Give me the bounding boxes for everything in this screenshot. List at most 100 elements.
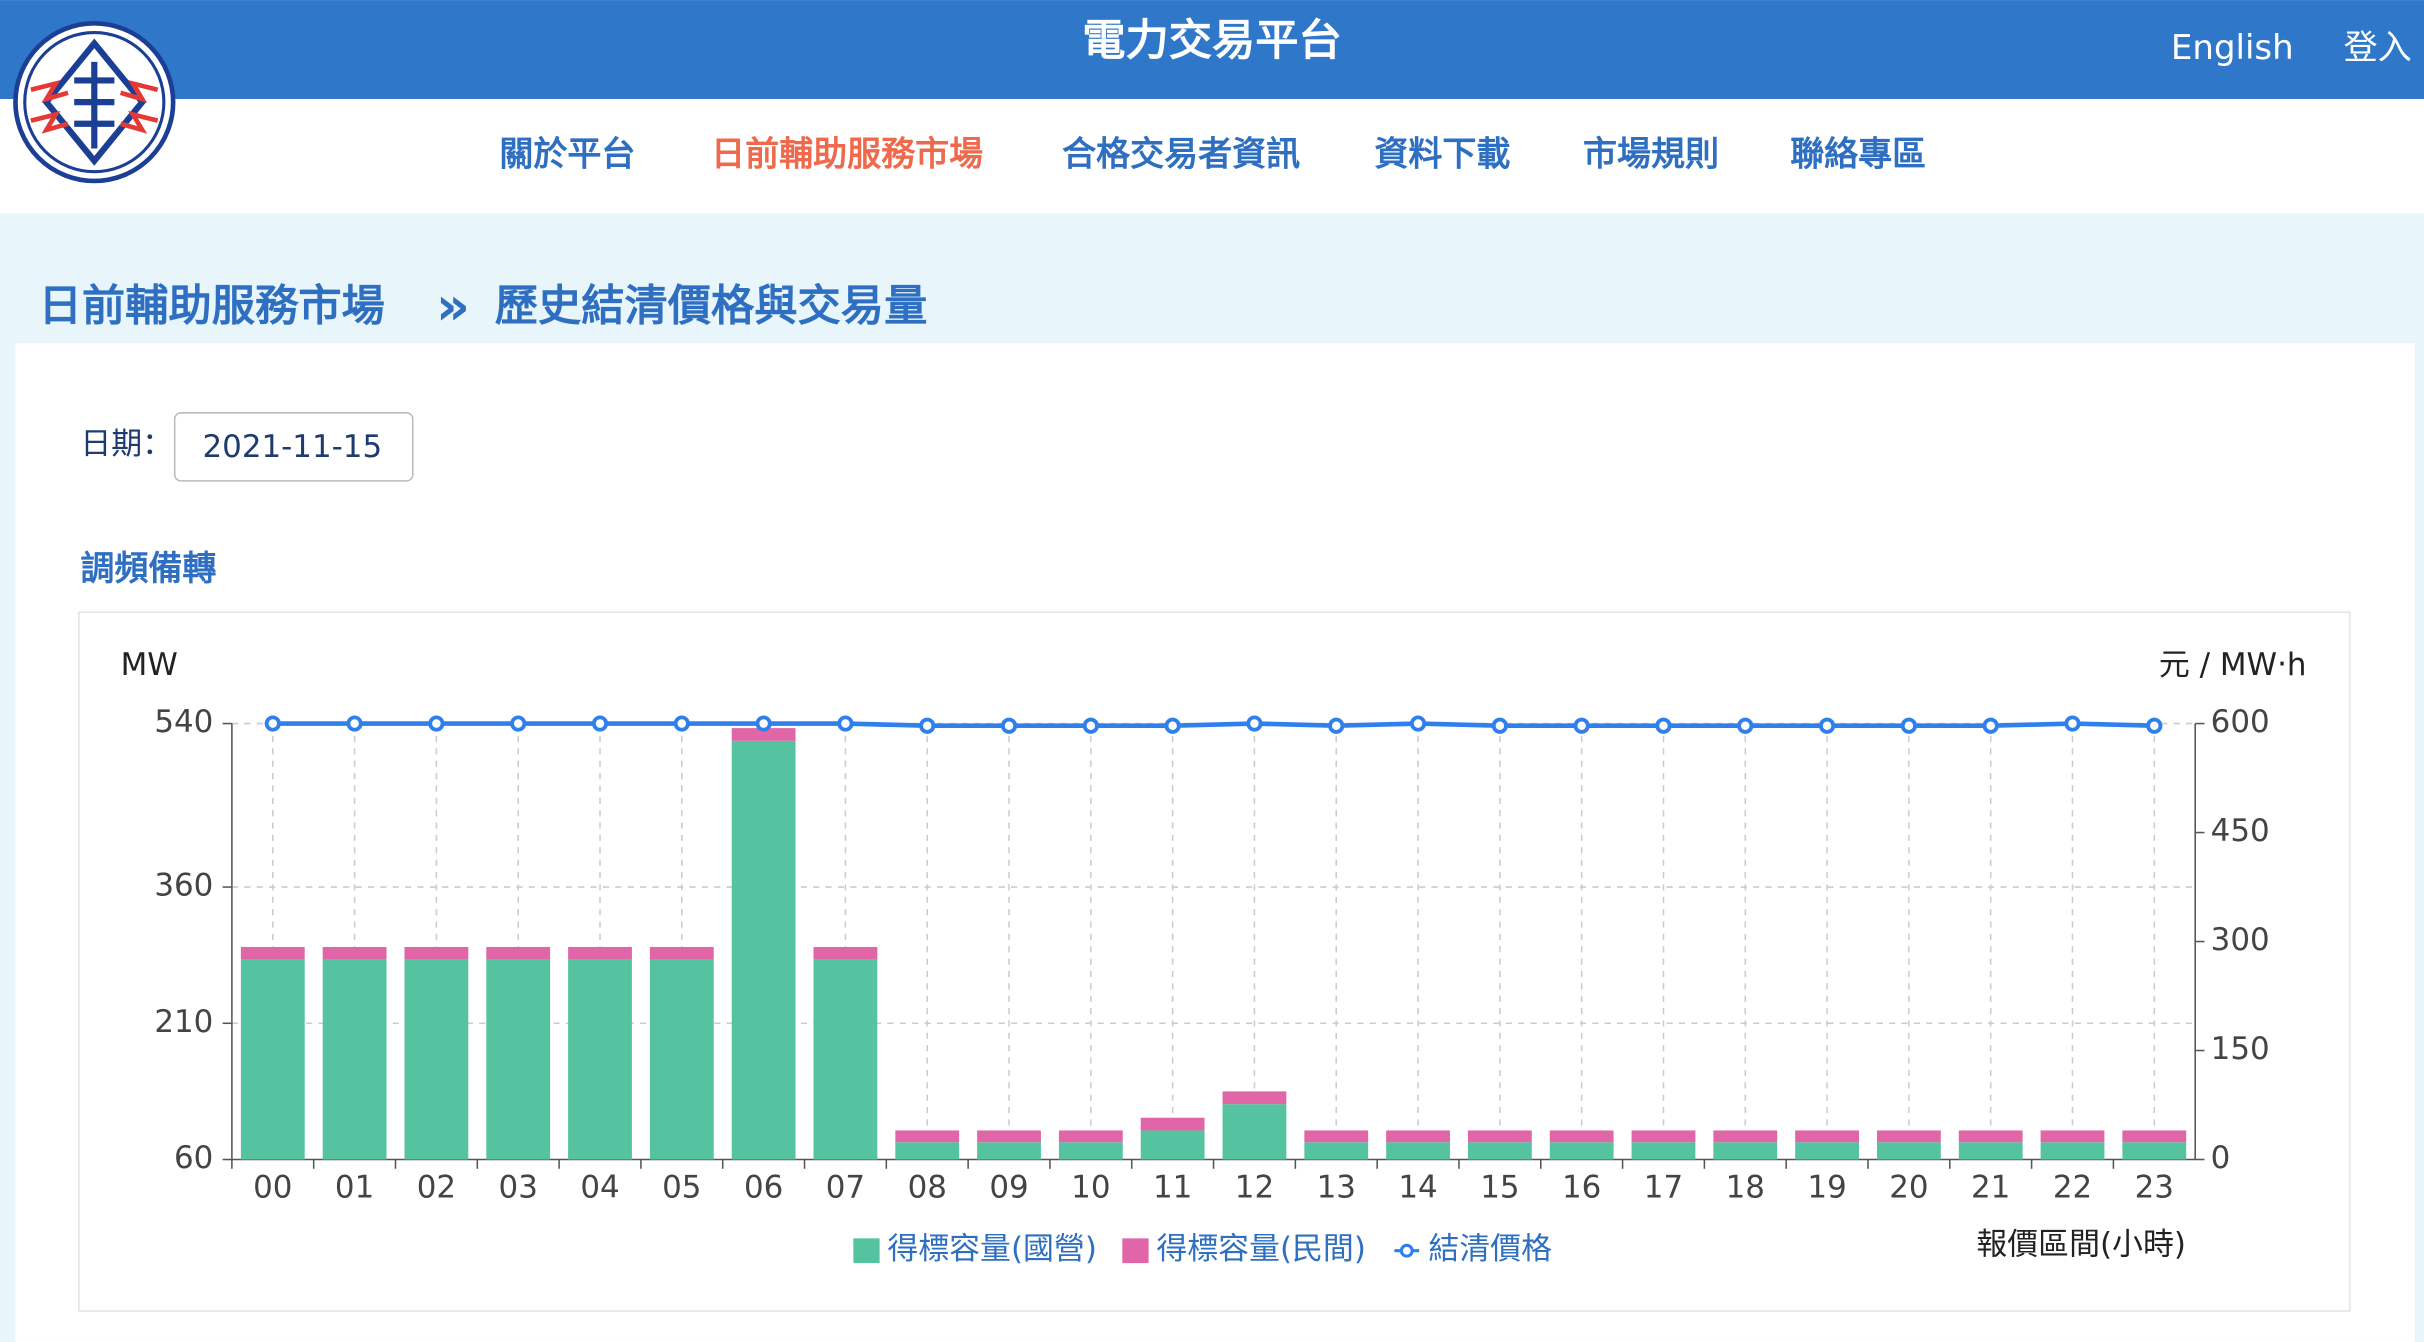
price-point: [1409, 715, 1427, 732]
bar: [322, 946, 387, 960]
x-tick-label: 16: [1562, 1169, 1601, 1205]
bar: [1386, 1142, 1450, 1160]
bar: [2040, 1142, 2105, 1160]
date-value[interactable]: 2021-11-15: [203, 429, 383, 465]
y2-tick-label: 300: [2211, 922, 2270, 958]
y2-axis-title: 元 / MW‧h: [2159, 647, 2307, 683]
x-tick-label: 08: [908, 1169, 947, 1205]
x-tick-label: 17: [1644, 1169, 1683, 1205]
y-tick-label: 360: [154, 868, 213, 904]
bar: [1058, 1130, 1123, 1143]
x-tick-label: 12: [1235, 1169, 1274, 1205]
x-tick-label: 15: [1480, 1169, 1519, 1205]
bar: [1631, 1130, 1696, 1143]
price-point: [591, 715, 609, 732]
price-point: [2146, 717, 2163, 734]
date-input[interactable]: [173, 412, 414, 482]
bar: [1958, 1142, 2023, 1160]
bar: [2122, 1130, 2187, 1143]
bar: [977, 1142, 1041, 1160]
bar: [731, 740, 796, 1160]
price-point: [1737, 717, 1754, 734]
bar: [1549, 1130, 1614, 1143]
bar: [813, 946, 878, 960]
price-point: [2064, 715, 2081, 732]
price-point: [1573, 717, 1590, 734]
bar: [1795, 1142, 1859, 1160]
bar: [1467, 1142, 1532, 1160]
x-tick-label: 04: [580, 1169, 619, 1205]
legend-label[interactable]: 得標容量(民間): [1156, 1231, 1366, 1267]
bar: [1713, 1130, 1778, 1143]
bar: [1304, 1142, 1369, 1160]
site-title: 電力交易平台: [1082, 16, 1342, 66]
price-point: [264, 715, 281, 732]
price-point: [1164, 717, 1181, 734]
bar: [1549, 1142, 1614, 1160]
legend-label[interactable]: 結清價格: [1428, 1231, 1552, 1267]
bar: [1713, 1142, 1778, 1160]
language-link[interactable]: English: [2171, 28, 2294, 68]
bar: [404, 959, 469, 1160]
bar: [977, 1130, 1041, 1143]
top-bar: [0, 0, 2424, 100]
y2-tick-label: 0: [2211, 1140, 2231, 1176]
price-point: [919, 717, 936, 734]
price-point: [428, 715, 445, 732]
bar: [1795, 1130, 1859, 1143]
bar: [1222, 1104, 1287, 1160]
y-tick-label: 540: [154, 704, 213, 740]
x-tick-label: 14: [1398, 1169, 1437, 1205]
price-point: [1818, 717, 1836, 734]
price-point: [1328, 717, 1345, 734]
price-point: [837, 715, 854, 732]
bar: [1876, 1142, 1941, 1160]
bar: [1631, 1142, 1696, 1160]
price-point: [1246, 715, 1263, 732]
x-tick-label: 10: [1071, 1169, 1110, 1205]
price-point: [1082, 717, 1099, 734]
nav-item[interactable]: 市場規則: [1583, 135, 1719, 175]
price-point: [1000, 717, 1018, 734]
section-title: 調頻備轉: [80, 549, 216, 589]
bar: [895, 1130, 960, 1143]
price-point: [1491, 717, 1508, 734]
x-axis-title: 報價區間(小時): [1976, 1227, 2186, 1263]
bar: [240, 959, 305, 1160]
bar: [649, 959, 714, 1160]
x-tick-label: 00: [253, 1169, 292, 1205]
nav-item[interactable]: 關於平台: [499, 135, 635, 175]
bar: [1467, 1130, 1532, 1143]
nav-item[interactable]: 聯絡專區: [1790, 135, 1926, 175]
x-tick-label: 05: [662, 1169, 701, 1205]
nav-item[interactable]: 合格交易者資訊: [1062, 135, 1300, 175]
price-point: [510, 715, 527, 732]
bar: [2122, 1142, 2187, 1160]
x-tick-label: 20: [1889, 1169, 1928, 1205]
y-tick-label: 60: [174, 1140, 213, 1176]
nav-item[interactable]: 日前輔助服務市場: [711, 135, 983, 175]
nav-item[interactable]: 資料下載: [1374, 135, 1510, 175]
price-point: [1900, 717, 1918, 734]
x-tick-label: 18: [1726, 1169, 1765, 1205]
price-point: [755, 715, 772, 732]
bar: [1386, 1130, 1450, 1143]
legend-swatch: [1122, 1238, 1149, 1264]
x-tick-label: 11: [1153, 1169, 1192, 1205]
x-tick-label: 19: [1807, 1169, 1846, 1205]
price-point: [346, 715, 363, 732]
nav-bar: [0, 99, 2424, 214]
date-label: 日期：: [80, 426, 173, 462]
bar: [731, 728, 796, 741]
bar: [813, 959, 878, 1160]
bar: [2040, 1130, 2105, 1143]
bar: [895, 1142, 960, 1160]
bar: [486, 946, 551, 960]
breadcrumb-parent[interactable]: 日前輔助服務市場: [39, 282, 385, 332]
login-link[interactable]: 登入: [2344, 28, 2412, 68]
breadcrumb-current: 歷史結清價格與交易量: [495, 282, 928, 332]
legend-label[interactable]: 得標容量(國營): [887, 1231, 1097, 1267]
legend-swatch: [853, 1238, 880, 1264]
